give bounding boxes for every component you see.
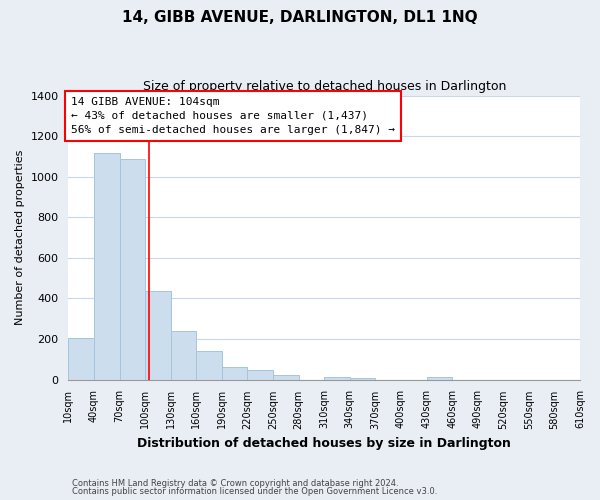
Bar [196, 351, 222, 380]
Bar [222, 368, 247, 380]
Title: Size of property relative to detached houses in Darlington: Size of property relative to detached ho… [143, 80, 506, 93]
Bar [68, 338, 94, 380]
Bar [171, 331, 196, 380]
Bar [119, 160, 145, 380]
Bar [273, 375, 299, 380]
Bar [427, 377, 452, 380]
Bar [145, 292, 171, 380]
Y-axis label: Number of detached properties: Number of detached properties [15, 150, 25, 325]
Text: Contains public sector information licensed under the Open Government Licence v3: Contains public sector information licen… [72, 487, 437, 496]
Bar [350, 378, 376, 380]
X-axis label: Distribution of detached houses by size in Darlington: Distribution of detached houses by size … [137, 437, 511, 450]
Text: 14, GIBB AVENUE, DARLINGTON, DL1 1NQ: 14, GIBB AVENUE, DARLINGTON, DL1 1NQ [122, 10, 478, 25]
Text: 14 GIBB AVENUE: 104sqm
← 43% of detached houses are smaller (1,437)
56% of semi-: 14 GIBB AVENUE: 104sqm ← 43% of detached… [71, 97, 395, 135]
Bar [247, 370, 273, 380]
Text: Contains HM Land Registry data © Crown copyright and database right 2024.: Contains HM Land Registry data © Crown c… [72, 478, 398, 488]
Bar [94, 154, 119, 380]
Bar [324, 376, 350, 380]
